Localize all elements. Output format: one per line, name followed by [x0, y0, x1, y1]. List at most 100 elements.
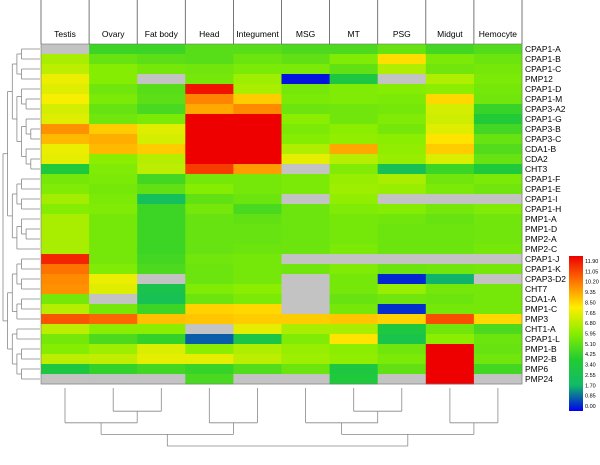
- heatmap-cell: [41, 54, 90, 65]
- heatmap-cell: [89, 114, 138, 125]
- row-label: CHT7: [525, 284, 547, 294]
- heatmap-cell: [89, 194, 138, 205]
- heatmap-cell: [89, 134, 138, 145]
- heatmap-cell: [89, 254, 138, 265]
- heatmap-cell: [329, 374, 379, 385]
- heatmap-cell: [329, 144, 379, 155]
- heatmap-cell: [281, 64, 330, 75]
- heatmap-cell: [377, 154, 427, 165]
- heatmap-cell: [281, 224, 330, 235]
- heatmap-cell: [185, 254, 234, 265]
- heatmap-cell: [41, 294, 90, 305]
- heatmap-cell: [377, 44, 427, 55]
- heatmap-cell: [425, 274, 475, 285]
- row-label: PMP3: [525, 314, 548, 324]
- heatmap-cell: [89, 74, 138, 85]
- column-label: Integument: [236, 29, 279, 39]
- heatmap-cell: [41, 154, 90, 165]
- heatmap-cell: [137, 94, 186, 105]
- heatmap-cell: [329, 154, 379, 165]
- heatmap-cell: [137, 134, 186, 145]
- row-label: PMP6: [525, 364, 548, 374]
- heatmap-cell: [473, 134, 523, 145]
- heatmap-cell: [137, 224, 186, 235]
- heatmap-cell: [329, 184, 379, 195]
- heatmap-cell: [137, 54, 186, 65]
- heatmap-cell: [185, 344, 234, 355]
- heatmap-cell: [281, 274, 330, 285]
- column-label: Hemocyte: [479, 29, 518, 39]
- heatmap-cell: [137, 174, 186, 185]
- heatmap-cell: [137, 324, 186, 335]
- heatmap-cell: [41, 244, 90, 255]
- heatmap-cell: [281, 104, 330, 115]
- heatmap-cells: [40, 43, 523, 385]
- heatmap-cell: [377, 104, 427, 115]
- column-label: Head: [199, 29, 220, 39]
- heatmap-cell: [137, 104, 186, 115]
- heatmap-cell: [233, 334, 282, 345]
- heatmap-cell: [329, 364, 379, 375]
- heatmap-cell: [425, 334, 475, 345]
- heatmap-cell: [185, 374, 234, 385]
- heatmap-cell: [137, 354, 186, 365]
- heatmap-cell: [233, 264, 282, 275]
- heatmap-cell: [137, 84, 186, 95]
- heatmap-cell: [233, 174, 282, 185]
- heatmap-cell: [89, 374, 138, 385]
- heatmap-cell: [233, 184, 282, 195]
- heatmap-cell: [425, 44, 475, 55]
- row-label: CPAP1-I: [525, 194, 557, 204]
- color-scale-tick-label: 5.95: [585, 332, 596, 338]
- heatmap-cell: [473, 254, 523, 265]
- heatmap-cell: [41, 84, 90, 95]
- heatmap-cell: [137, 124, 186, 135]
- heatmap-cell: [89, 54, 138, 65]
- heatmap-cell: [233, 224, 282, 235]
- heatmap-cell: [185, 264, 234, 275]
- heatmap-cell: [377, 124, 427, 135]
- column-label: MT: [348, 29, 360, 39]
- heatmap-cell: [41, 274, 90, 285]
- color-scale-tick-label: 0.85: [585, 394, 596, 400]
- heatmap-cell: [425, 174, 475, 185]
- heatmap-cell: [233, 234, 282, 245]
- heatmap-cell: [329, 284, 379, 295]
- heatmap-cell: [473, 324, 523, 335]
- heatmap-cell: [473, 104, 523, 115]
- heatmap-cell: [329, 354, 379, 365]
- heatmap-cell: [137, 44, 186, 55]
- heatmap-cell: [281, 74, 330, 85]
- heatmap-cell: [41, 134, 90, 145]
- heatmap-cell: [185, 104, 234, 115]
- heatmap-cell: [377, 304, 427, 315]
- column-label: Ovary: [102, 29, 125, 39]
- heatmap-cell: [185, 364, 234, 375]
- heatmap-cell: [233, 324, 282, 335]
- row-label: CDA1-A: [525, 294, 557, 304]
- heatmap-cell: [41, 304, 90, 315]
- heatmap-cell: [185, 54, 234, 65]
- row-label: PMP2-A: [525, 234, 557, 244]
- heatmap-cell: [473, 184, 523, 195]
- heatmap-cell: [185, 64, 234, 75]
- heatmap-cell: [329, 214, 379, 225]
- row-label: CPAP3-D2: [525, 274, 566, 284]
- heatmap-cell: [281, 154, 330, 165]
- heatmap-cell: [89, 44, 138, 55]
- heatmap-cell: [377, 254, 427, 265]
- heatmap-cell: [281, 124, 330, 135]
- heatmap-cell: [89, 164, 138, 175]
- heatmap-cell: [185, 324, 234, 335]
- heatmap-cell: [89, 204, 138, 215]
- heatmap-cell: [41, 124, 90, 135]
- heatmap-cell: [185, 114, 234, 125]
- heatmap-cell: [425, 294, 475, 305]
- heatmap-cell: [89, 324, 138, 335]
- heatmap-cell: [473, 264, 523, 275]
- heatmap-cell: [473, 234, 523, 245]
- heatmap-cell: [329, 224, 379, 235]
- heatmap-cell: [137, 244, 186, 255]
- color-scale-tick-label: 10.20: [585, 280, 599, 286]
- heatmap-cell: [473, 274, 523, 285]
